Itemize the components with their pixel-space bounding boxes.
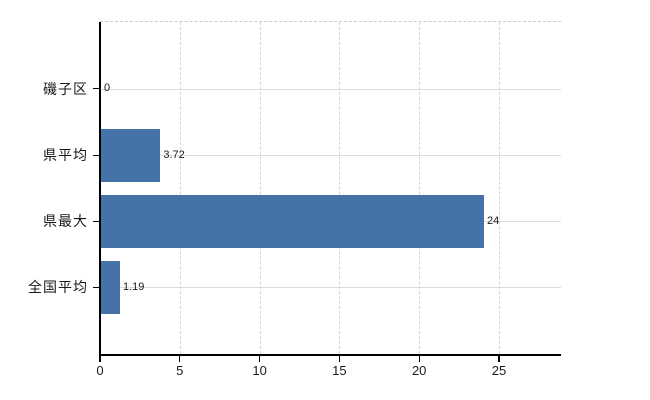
category-label-1: 磯子区 bbox=[43, 80, 88, 97]
bar-全国平均 bbox=[101, 260, 120, 314]
x-gridline bbox=[419, 22, 421, 354]
x-tick-label: 25 bbox=[491, 363, 507, 378]
y-axis-line bbox=[99, 22, 101, 354]
y-gridline bbox=[101, 287, 561, 289]
plot-top-border bbox=[100, 21, 561, 22]
y-gridline bbox=[101, 88, 561, 90]
y-tick-mark bbox=[93, 154, 99, 156]
y-gridline bbox=[101, 155, 561, 156]
x-tick-label: 0 bbox=[96, 363, 104, 378]
x-tick-mark bbox=[418, 355, 420, 362]
value-label: 24 bbox=[487, 214, 500, 227]
y-tick-mark bbox=[93, 220, 99, 222]
value-label: 3.72 bbox=[163, 148, 185, 161]
y-tick-mark bbox=[93, 286, 99, 289]
y-tick-mark bbox=[93, 88, 99, 90]
x-gridline bbox=[259, 22, 261, 354]
x-tick-label: 5 bbox=[176, 363, 184, 378]
x-tick-label: 10 bbox=[252, 363, 267, 378]
value-label: 1.19 bbox=[122, 280, 145, 293]
x-gridline bbox=[339, 22, 341, 354]
bar-県最大 bbox=[101, 194, 485, 248]
x-tick-mark bbox=[338, 355, 340, 362]
category-label-2: 県平均 bbox=[43, 147, 88, 163]
bar-県平均 bbox=[101, 128, 161, 182]
x-tick-mark bbox=[259, 355, 261, 362]
x-gridline bbox=[179, 22, 181, 354]
x-tick-label: 15 bbox=[332, 363, 347, 378]
x-tick-mark bbox=[179, 355, 181, 362]
category-label-3: 県最大 bbox=[43, 213, 88, 230]
x-axis-line bbox=[99, 354, 561, 356]
value-label: 0 bbox=[104, 82, 111, 95]
x-tick-label: 20 bbox=[411, 363, 427, 378]
x-tick-mark bbox=[498, 355, 500, 362]
x-tick-mark bbox=[99, 355, 101, 362]
category-label-4: 全国平均 bbox=[28, 279, 88, 296]
x-gridline bbox=[499, 22, 500, 354]
